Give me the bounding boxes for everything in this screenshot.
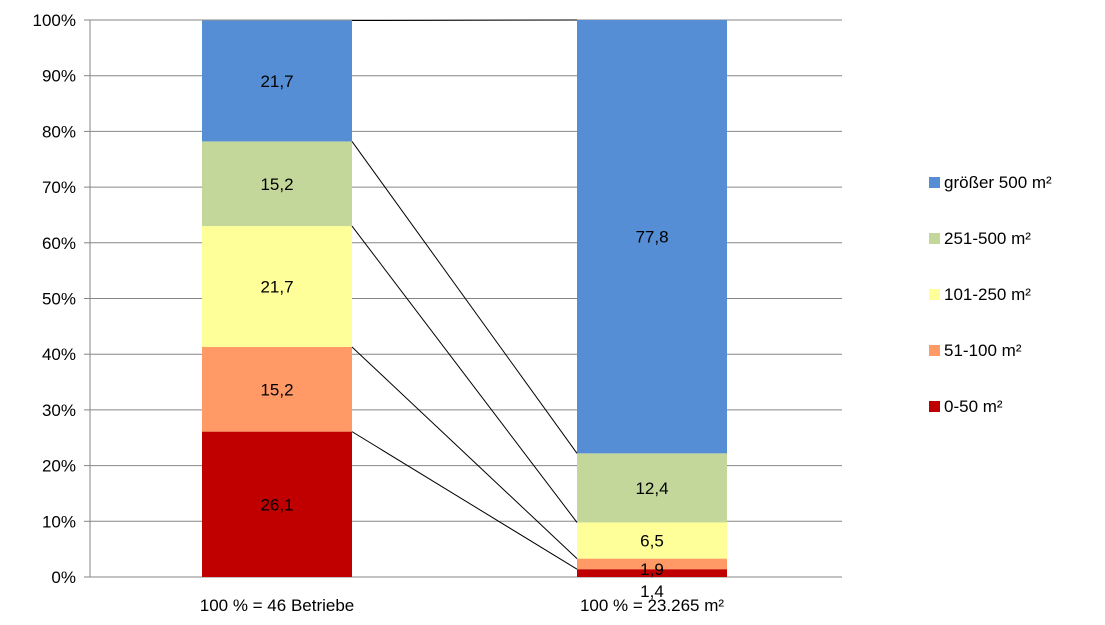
bar-segment xyxy=(577,20,727,454)
y-tick-label: 50% xyxy=(42,290,76,309)
bar-segment xyxy=(202,226,352,347)
data-label: 15,2 xyxy=(260,380,293,399)
data-label: 15,2 xyxy=(260,175,293,194)
bar-segment xyxy=(577,558,727,570)
data-label: 77,8 xyxy=(635,228,668,247)
x-category-label: 100 % = 46 Betriebe xyxy=(200,596,355,615)
y-tick-label: 0% xyxy=(51,568,76,587)
bar-segment xyxy=(577,522,727,559)
bar-segment xyxy=(202,431,352,577)
y-tick-label: 90% xyxy=(42,67,76,86)
legend-label: 101-250 m² xyxy=(944,285,1031,304)
y-tick-label: 20% xyxy=(42,457,76,476)
series-connector-line xyxy=(351,19,578,22)
y-tick-label: 100% xyxy=(33,11,76,30)
y-tick-label: 30% xyxy=(42,401,76,420)
legend-swatch xyxy=(929,233,940,244)
data-label: 1,4 xyxy=(640,582,664,601)
bar-segment xyxy=(202,141,352,227)
legend-swatch xyxy=(929,401,940,412)
bar-segment xyxy=(577,453,727,523)
legend-label: 251-500 m² xyxy=(944,229,1031,248)
y-tick-label: 70% xyxy=(42,178,76,197)
data-label: 21,7 xyxy=(260,72,293,91)
legend-swatch xyxy=(929,345,940,356)
x-category-label: 100 % = 23.265 m² xyxy=(580,596,724,615)
series-connector-line xyxy=(351,141,578,454)
series-connector-line xyxy=(351,225,578,523)
series-connector-line xyxy=(351,346,578,559)
y-tick-label: 60% xyxy=(42,234,76,253)
series-connector-line xyxy=(351,431,578,570)
bar-segment xyxy=(202,20,352,142)
legend-label: 51-100 m² xyxy=(944,341,1022,360)
y-tick-label: 80% xyxy=(42,122,76,141)
legend-label: 0-50 m² xyxy=(944,397,1003,416)
data-label: 12,4 xyxy=(635,479,668,498)
legend-label: größer 500 m² xyxy=(944,173,1052,192)
data-label: 1,9 xyxy=(640,560,664,579)
y-tick-label: 40% xyxy=(42,345,76,364)
y-tick-label: 10% xyxy=(42,512,76,531)
bar-segment xyxy=(577,569,727,577)
legend-swatch xyxy=(929,289,940,300)
legend-swatch xyxy=(929,177,940,188)
data-label: 26,1 xyxy=(260,495,293,514)
data-label: 21,7 xyxy=(260,278,293,297)
bar-segment xyxy=(202,346,352,432)
data-label: 6,5 xyxy=(640,532,664,551)
